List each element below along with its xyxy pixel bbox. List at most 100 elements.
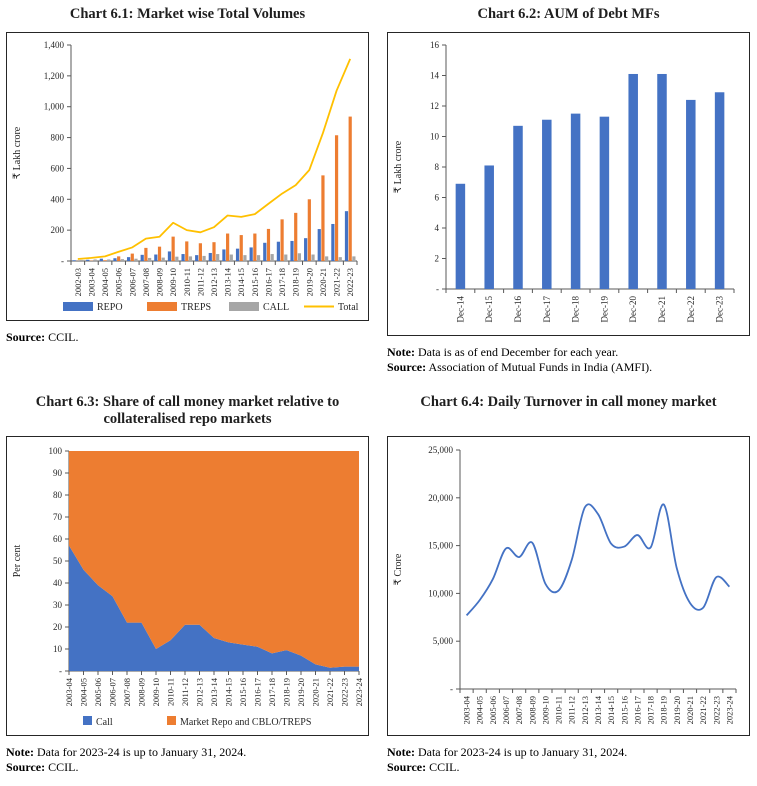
- svg-text:2011-12: 2011-12: [180, 678, 190, 706]
- note-line: Source: Association of Mutual Funds in I…: [387, 360, 653, 374]
- svg-text:Dec-18: Dec-18: [571, 296, 581, 323]
- note-line: Note: Data is as of end December for eac…: [387, 345, 619, 359]
- note-label: Source:: [387, 360, 427, 374]
- chart-6-3-title: Chart 6.3: Share of call money market re…: [35, 394, 340, 427]
- svg-text:2019-20: 2019-20: [296, 678, 306, 706]
- svg-text:Dec-14: Dec-14: [455, 296, 465, 323]
- chart-6-3-title-wrap: Chart 6.3: Share of call money market re…: [6, 394, 369, 432]
- svg-text:2016-17: 2016-17: [253, 678, 263, 706]
- svg-text:2019-20: 2019-20: [672, 696, 682, 724]
- svg-text:2012-13: 2012-13: [195, 678, 205, 706]
- note-line: Note: Data for 2023-24 is up to January …: [387, 745, 628, 759]
- svg-text:90: 90: [53, 468, 63, 478]
- axes: - 2 4 6 8 10 12 14 16: [430, 40, 735, 294]
- svg-text:15,000: 15,000: [428, 541, 453, 551]
- series-TREPS: [76, 116, 352, 262]
- svg-text:2004-05: 2004-05: [79, 678, 89, 706]
- svg-text:-: -: [450, 684, 453, 694]
- svg-text:Call: Call: [96, 717, 113, 728]
- y-axis-title: ₹ Lakh crore: [12, 126, 23, 179]
- chart-6-1-notes: Source: CCIL.: [6, 330, 369, 345]
- note-label: Note:: [387, 345, 415, 359]
- svg-text:2010-11: 2010-11: [166, 678, 176, 706]
- svg-text:400: 400: [51, 194, 65, 204]
- svg-text:2008-09: 2008-09: [155, 268, 165, 296]
- svg-text:2022-23: 2022-23: [711, 696, 721, 724]
- svg-text:Dec-20: Dec-20: [628, 296, 638, 323]
- chart-6-4-box: -5,000 10,000 15,000 20,000 25,000 2003-04 200…: [387, 436, 750, 736]
- note-line: Source: CCIL.: [387, 760, 460, 774]
- svg-text:8: 8: [435, 162, 440, 172]
- chart-6-2-notes: Note: Data is as of end December for eac…: [387, 345, 750, 375]
- svg-text:2005-06: 2005-06: [93, 678, 103, 706]
- svg-text:14: 14: [430, 71, 440, 81]
- y-axis-title: ₹ Lakh crore: [393, 140, 404, 193]
- svg-text:2007-08: 2007-08: [514, 696, 524, 724]
- svg-text:Market Repo and CBLO/TREPS: Market Repo and CBLO/TREPS: [180, 717, 311, 728]
- svg-text:Dec-15: Dec-15: [484, 296, 494, 323]
- svg-text:2020-21: 2020-21: [318, 268, 328, 296]
- svg-text:TREPS: TREPS: [181, 302, 211, 313]
- svg-text:2022-23: 2022-23: [345, 268, 355, 296]
- svg-text:REPO: REPO: [97, 302, 123, 313]
- line-Daily Turnover: [465, 503, 731, 616]
- panel-chart-6-4: Chart 6.4: Daily Turnover in call money …: [387, 394, 750, 775]
- svg-text:2003-04: 2003-04: [64, 677, 74, 706]
- svg-text:20: 20: [53, 622, 63, 632]
- svg-text:2014-15: 2014-15: [606, 696, 616, 724]
- svg-text:2007-08: 2007-08: [141, 268, 151, 296]
- panel-chart-6-2: Chart 6.2: AUM of Debt MFs - 2 4 6 8 10 12 14 16…: [387, 6, 750, 375]
- svg-text:1,400: 1,400: [44, 40, 65, 50]
- chart-6-4-notes: Note: Data for 2023-24 is up to January …: [387, 745, 750, 775]
- chart-6-3-box: - 10 20 30 40 50 60 70 80 90 100 2003-04 2004-05 2005…: [6, 436, 369, 736]
- chart-6-2-title-wrap: Chart 6.2: AUM of Debt MFs: [387, 6, 750, 28]
- svg-text:2023-24: 2023-24: [724, 695, 734, 724]
- svg-text:2004-05: 2004-05: [100, 268, 110, 296]
- svg-text:20,000: 20,000: [428, 493, 453, 503]
- svg-text:Dec-22: Dec-22: [686, 296, 696, 323]
- svg-text:2010-11: 2010-11: [554, 696, 564, 724]
- area-Market Repo and CBLO/TREPS: [69, 451, 359, 668]
- svg-text:2013-14: 2013-14: [209, 677, 219, 706]
- svg-text:2008-09: 2008-09: [137, 678, 147, 706]
- svg-text:10: 10: [430, 132, 440, 142]
- note-label: Source:: [387, 760, 427, 774]
- y-axis-title: ₹ Crore: [393, 553, 404, 585]
- svg-text:-: -: [59, 666, 62, 676]
- svg-text:Dec-23: Dec-23: [715, 296, 725, 323]
- svg-text:1,000: 1,000: [44, 102, 65, 112]
- svg-text:2009-10: 2009-10: [540, 696, 550, 724]
- note-label: Note:: [6, 745, 34, 759]
- svg-text:2017-18: 2017-18: [646, 696, 656, 724]
- note-line: Source: CCIL.: [6, 330, 79, 344]
- panel-chart-6-3: Chart 6.3: Share of call money market re…: [6, 394, 369, 775]
- note-line: Source: CCIL.: [6, 760, 79, 774]
- chart-6-4-title: Chart 6.4: Daily Turnover in call money …: [420, 394, 717, 410]
- svg-text:2021-22: 2021-22: [698, 696, 708, 724]
- svg-text:2017-18: 2017-18: [267, 678, 277, 706]
- note-line: Note: Data for 2023-24 is up to January …: [6, 745, 247, 759]
- svg-text:2015-16: 2015-16: [238, 678, 248, 706]
- svg-text:CALL: CALL: [263, 302, 289, 313]
- chart-6-2-title: Chart 6.2: AUM of Debt MFs: [477, 6, 660, 22]
- svg-text:2005-06: 2005-06: [114, 268, 124, 296]
- svg-text:Dec-21: Dec-21: [657, 296, 667, 323]
- chart-6-2-box: -2 4 6 8 10 12 14 16 Dec-14 Dec-15 Dec-16 Dec-17 Dec…: [387, 32, 750, 336]
- legend: Call Market Repo and CBLO/TREPS: [83, 716, 311, 728]
- svg-text:2014-15: 2014-15: [224, 678, 234, 706]
- chart-6-3-notes: Note: Data for 2023-24 is up to January …: [6, 745, 369, 775]
- svg-text:40: 40: [53, 578, 63, 588]
- svg-text:2015-16: 2015-16: [250, 268, 260, 296]
- svg-text:2020-21: 2020-21: [685, 696, 695, 724]
- svg-text:2010-11: 2010-11: [182, 268, 192, 296]
- svg-text:2008-09: 2008-09: [527, 696, 537, 724]
- axes: - 5,000 10,000 15,000 20,000 25,000: [428, 445, 737, 694]
- svg-text:10: 10: [53, 644, 63, 654]
- svg-text:2012-13: 2012-13: [580, 696, 590, 724]
- svg-text:4: 4: [435, 223, 440, 233]
- svg-text:-: -: [436, 284, 439, 294]
- svg-text:2020-21: 2020-21: [311, 678, 321, 706]
- svg-text:2: 2: [435, 254, 440, 264]
